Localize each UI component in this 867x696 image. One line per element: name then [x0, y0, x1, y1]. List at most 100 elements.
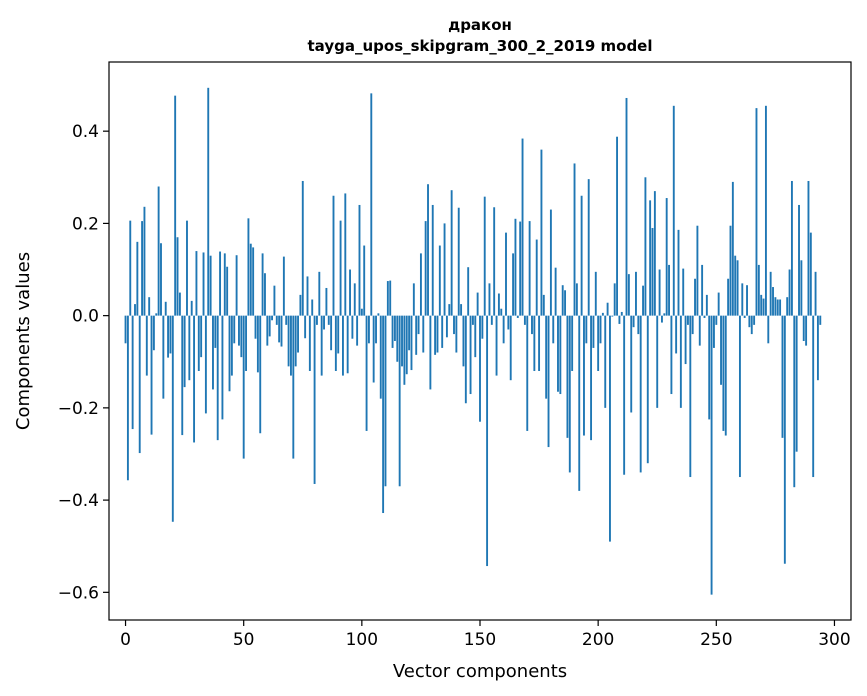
- bar-152: [483, 196, 486, 316]
- bar-165: [514, 218, 517, 316]
- bar-177: [542, 294, 545, 316]
- bar-265: [750, 315, 753, 335]
- bar-267: [755, 108, 758, 316]
- bar-284: [795, 315, 798, 452]
- bar-129: [429, 315, 432, 390]
- bar-100: [360, 308, 363, 316]
- bar-209: [618, 315, 621, 324]
- bar-44: [228, 315, 231, 392]
- bar-142: [460, 304, 463, 316]
- bar-98: [356, 315, 359, 346]
- bar-95: [349, 269, 351, 316]
- bar-269: [760, 294, 763, 316]
- bar-85: [325, 287, 328, 316]
- bar-25: [183, 315, 186, 388]
- bar-290: [809, 232, 812, 316]
- bar-12: [152, 315, 155, 351]
- bar-6: [138, 315, 141, 454]
- bar-156: [493, 207, 496, 316]
- bar-167: [519, 221, 522, 316]
- bar-200: [597, 315, 600, 371]
- bar-48: [238, 315, 240, 346]
- bar-206: [611, 315, 614, 317]
- bar-90: [337, 315, 340, 354]
- bar-278: [781, 315, 784, 438]
- bar-146: [469, 315, 472, 395]
- bar-264: [748, 315, 751, 328]
- bar-78: [308, 315, 311, 371]
- bar-99: [358, 204, 361, 316]
- bar-154: [488, 283, 491, 316]
- chart-subtitle: tayga_upos_skipgram_300_2_2019 model: [308, 37, 653, 55]
- bar-23: [178, 292, 181, 316]
- bar-246: [705, 294, 708, 316]
- bar-54: [252, 247, 255, 316]
- bar-263: [746, 285, 748, 316]
- bar-218: [639, 315, 642, 473]
- bar-92: [342, 315, 344, 376]
- bar-210: [620, 311, 623, 316]
- bar-238: [687, 315, 689, 325]
- bar-45: [230, 315, 233, 376]
- bar-173: [533, 315, 536, 371]
- bar-287: [802, 315, 805, 341]
- bar-215: [632, 315, 635, 328]
- bar-192: [578, 315, 581, 491]
- bar-109: [382, 315, 385, 514]
- bar-197: [590, 315, 593, 441]
- bar-93: [344, 193, 347, 316]
- bar-94: [346, 315, 349, 374]
- bar-217: [637, 315, 640, 335]
- bar-259: [736, 260, 739, 316]
- bar-36: [209, 255, 212, 316]
- bar-185: [561, 285, 564, 316]
- bar-111: [386, 281, 389, 316]
- bar-8: [143, 206, 146, 316]
- bar-239: [689, 315, 692, 478]
- bar-35: [207, 87, 210, 316]
- bar-282: [790, 180, 793, 316]
- bar-151: [481, 315, 484, 339]
- bar-184: [559, 315, 562, 395]
- bar-119: [405, 315, 408, 375]
- bar-260: [738, 315, 741, 478]
- bar-53: [249, 243, 252, 316]
- bar-71: [292, 315, 295, 459]
- bar-283: [793, 315, 796, 488]
- bar-155: [490, 315, 493, 325]
- bar-113: [391, 315, 394, 348]
- bar-60: [266, 315, 269, 346]
- bar-208: [616, 136, 618, 316]
- bar-28: [190, 300, 193, 316]
- bar-72: [294, 315, 297, 367]
- bar-160: [502, 315, 505, 344]
- bar-257: [731, 181, 734, 316]
- bar-271: [764, 105, 767, 316]
- bar-55: [254, 315, 257, 339]
- bar-145: [467, 267, 470, 316]
- bar-279: [783, 315, 786, 564]
- bar-59: [264, 273, 266, 316]
- bar-58: [261, 253, 264, 316]
- bar-65: [278, 315, 281, 343]
- bar-253: [722, 315, 725, 431]
- bar-66: [280, 315, 283, 347]
- bar-115: [396, 315, 399, 362]
- bar-140: [455, 315, 458, 353]
- y-tick-label: 0.4: [72, 122, 99, 142]
- bar-199: [594, 271, 597, 316]
- bar-204: [606, 302, 609, 316]
- bar-121: [410, 315, 413, 371]
- x-tick-label: 0: [120, 630, 131, 650]
- bar-30: [195, 251, 198, 316]
- bar-293: [816, 315, 819, 381]
- bar-227: [661, 315, 663, 323]
- bar-243: [698, 315, 701, 346]
- bar-188: [568, 315, 571, 473]
- bar-127: [424, 221, 427, 316]
- bar-205: [609, 315, 611, 542]
- bar-4: [134, 304, 136, 316]
- bar-76: [304, 315, 307, 339]
- bar-229: [665, 198, 668, 316]
- bar-116: [398, 315, 401, 487]
